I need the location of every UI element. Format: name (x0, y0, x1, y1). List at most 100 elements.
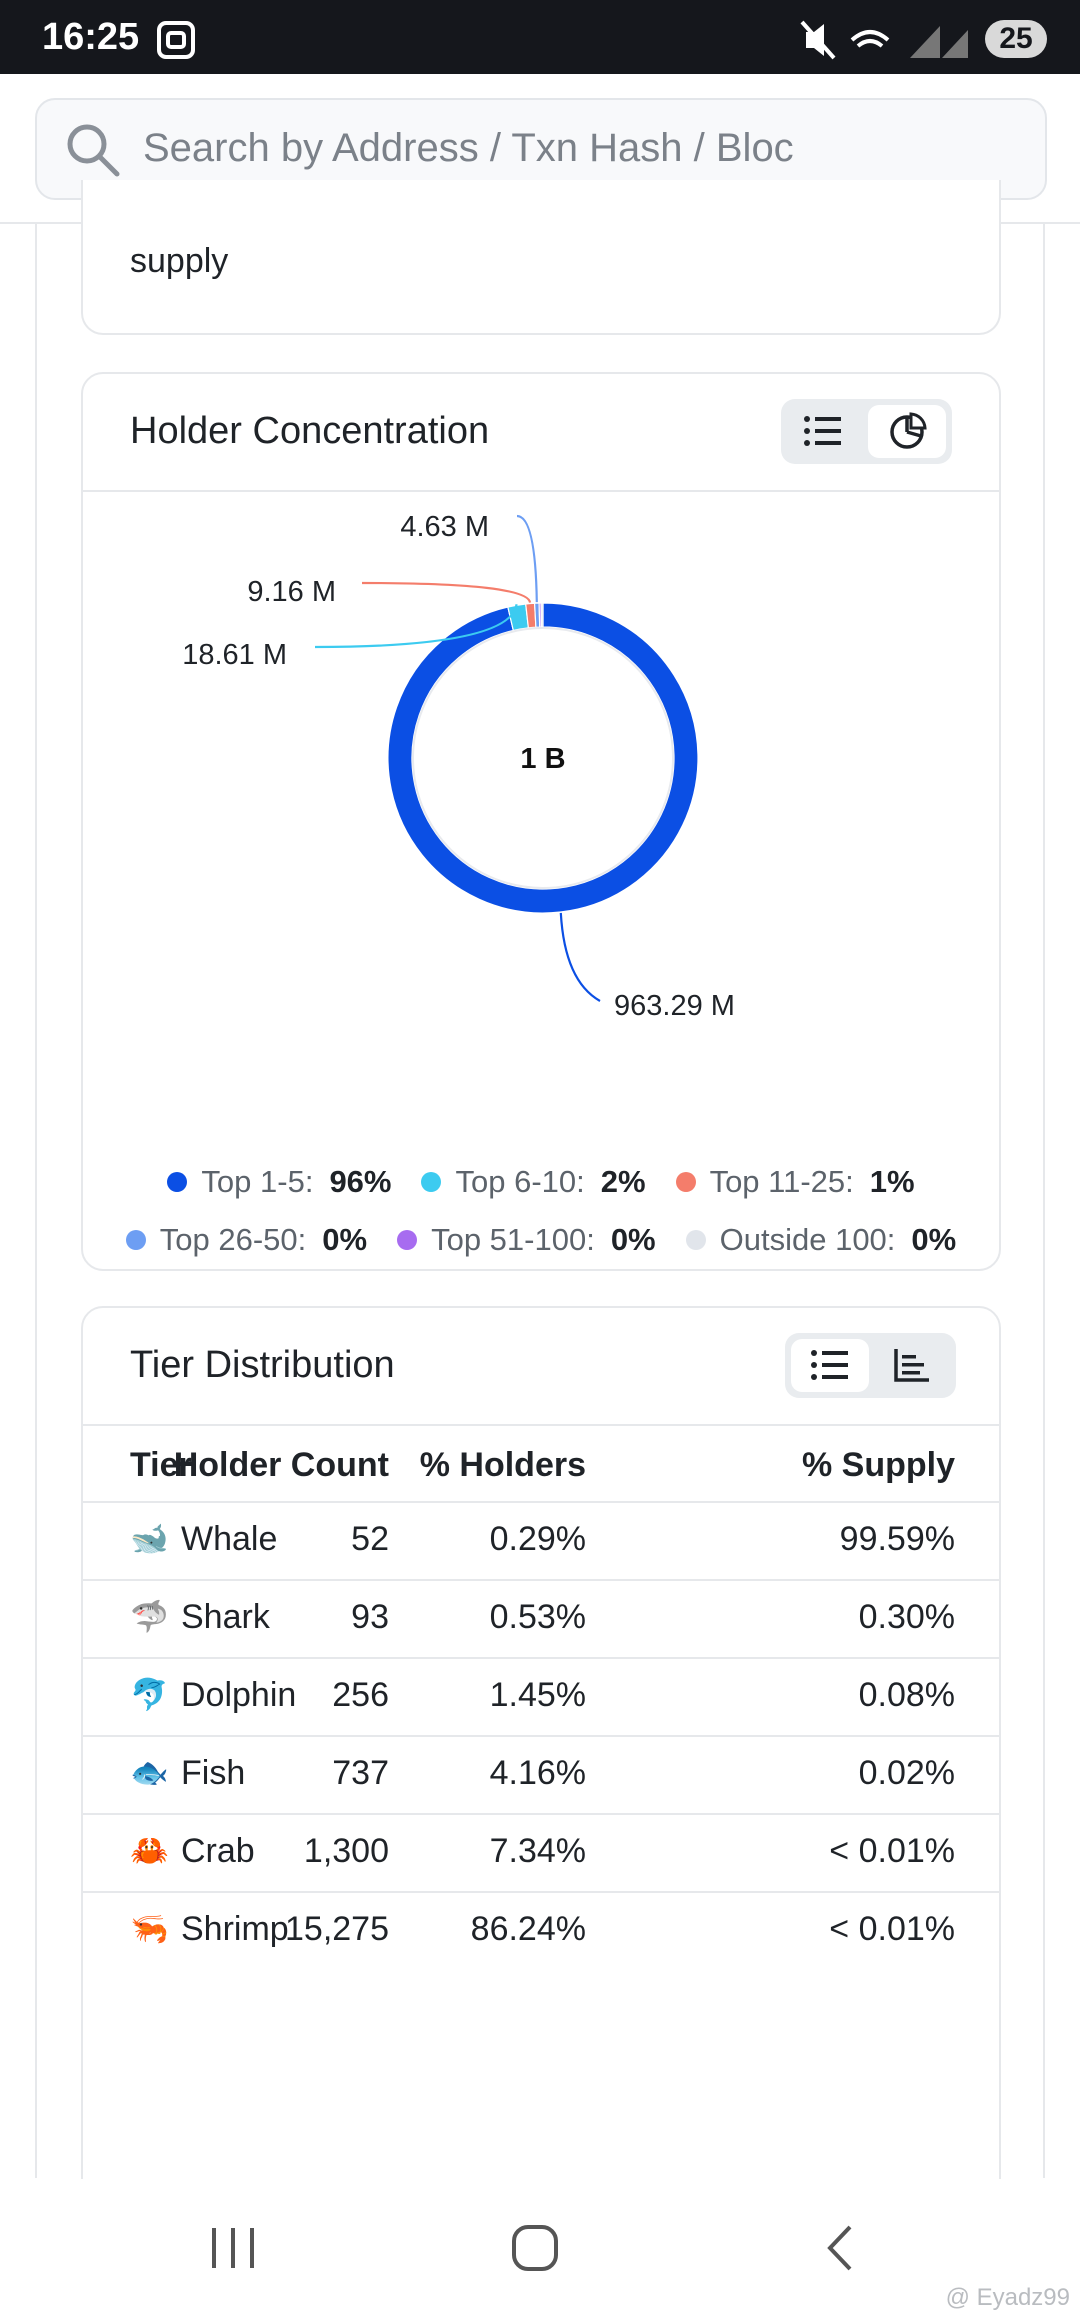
legend-item: Top 6-10: 2% (421, 1164, 646, 1200)
slice-label: 9.16 M (247, 576, 336, 608)
legend-name: Top 11-25: (709, 1164, 854, 1199)
legend-dot (421, 1172, 442, 1192)
column-header: Holder Count (173, 1446, 389, 1484)
tier-name: Fish (181, 1754, 246, 1792)
watermark: @ Eyadz99 (945, 2284, 1070, 2311)
tier-icon: 🐟 (130, 1755, 169, 1790)
battery: 25 (985, 20, 1047, 58)
cell: 737 (332, 1754, 389, 1792)
slice (540, 602, 544, 628)
row-divider (83, 1501, 999, 1503)
nav-bar: @ Eyadz99 (0, 2179, 1080, 2316)
slice-label: 963.29 M (614, 990, 735, 1022)
search-placeholder: Search by Address / Txn Hash / Bloc (143, 126, 794, 170)
bar-button[interactable] (893, 1347, 931, 1383)
holder-card: Holder Concentration 1 B 963.29 M 18.61 M 9… (81, 372, 1001, 1271)
cell: < 0.01% (829, 1832, 955, 1870)
leader-line (361, 581, 532, 603)
view-toggle (785, 1333, 956, 1398)
cell: 0.30% (858, 1598, 955, 1636)
screenshot-icon (157, 21, 195, 59)
legend-dot (675, 1172, 696, 1192)
leader-line (516, 514, 538, 603)
slice-label: 4.63 M (400, 511, 489, 543)
legend-item: Top 1-5: 96% (167, 1164, 391, 1200)
cell: 1.45% (489, 1676, 586, 1714)
cell: 99.59% (839, 1520, 955, 1558)
cell: 0.53% (489, 1598, 586, 1636)
legend-share: 2% (600, 1164, 646, 1199)
cell: 0.29% (489, 1520, 586, 1558)
legend-name: Top 26-50: (159, 1222, 307, 1257)
card-title: Tier Distribution (130, 1344, 395, 1386)
legend-item: Top 51-100: 0% (397, 1222, 656, 1258)
legend-share: 0% (610, 1222, 656, 1257)
cell: 93 (351, 1598, 389, 1636)
legend-dot (167, 1172, 188, 1192)
legend-share: 1% (869, 1164, 915, 1199)
row-divider (83, 1579, 999, 1581)
tier-icon: 🐬 (130, 1677, 169, 1712)
center-label: 1 B (520, 743, 565, 775)
card-title: Holder Concentration (130, 410, 490, 452)
legend-item: Top 11-25: 1% (675, 1164, 915, 1200)
donut-hole-edge (412, 627, 674, 889)
legend-share: 0% (911, 1222, 957, 1257)
column-header: % Holders (419, 1446, 586, 1484)
row-divider (83, 1813, 999, 1815)
tier-name: Shrimp (181, 1910, 289, 1948)
tier-name: Crab (181, 1832, 255, 1870)
divider (83, 490, 999, 492)
cell: < 0.01% (829, 1910, 955, 1948)
card-text: supply (130, 242, 229, 280)
row-divider (83, 1891, 999, 1893)
row-divider (83, 1657, 999, 1659)
slice-label: 18.61 M (182, 639, 287, 671)
legend: Top 1-5: 96% Top 6-10: 2% Top 11-25: 1% Top 26… (83, 1164, 999, 1258)
tier-card: Tier Distribution Tier Holder Count % Hold… (81, 1306, 1001, 2310)
divider (83, 1424, 999, 1426)
legend-share: 0% (322, 1222, 368, 1257)
donut-chart: 1 B 963.29 M 18.61 M 9.16 M 4.63 M (182, 511, 735, 1022)
legend-dot (685, 1230, 706, 1250)
nav-buttons (212, 2225, 852, 2271)
previous-card: supply (81, 180, 1001, 335)
cell: 7.34% (489, 1832, 586, 1870)
column-header: % Supply (801, 1446, 955, 1484)
list-button[interactable] (803, 413, 843, 449)
legend-dot (397, 1230, 418, 1250)
legend-share: 96% (329, 1164, 392, 1199)
container-border (35, 224, 37, 2178)
tier-name: Whale (181, 1520, 278, 1558)
cell: 52 (351, 1520, 389, 1558)
leader-line (559, 912, 601, 1002)
legend-dot (125, 1230, 146, 1250)
cell: 0.08% (858, 1676, 955, 1714)
legend-name: Outside 100: (719, 1222, 896, 1257)
cell: 86.24% (470, 1910, 586, 1948)
tier-table: Tier Holder Count % Holders % Supply 🐋 Whale 5… (83, 1426, 999, 2226)
legend-name: Top 1-5: (201, 1164, 314, 1199)
tier-icon: 🐋 (130, 1521, 169, 1556)
tier-icon: 🦀 (130, 1833, 169, 1868)
tier-name: Shark (181, 1598, 270, 1636)
tier-icon: 🦈 (130, 1599, 169, 1634)
tier-icon: 🦐 (130, 1911, 169, 1946)
legend-name: Top 6-10: (455, 1164, 585, 1199)
cell: 1,300 (303, 1832, 389, 1870)
tier-name: Dolphin (181, 1676, 297, 1714)
list-button[interactable] (810, 1347, 850, 1383)
status-bar: 16:25 25 (0, 0, 1080, 74)
row-divider (83, 1735, 999, 1737)
pie-button[interactable] (889, 412, 927, 450)
cell: 256 (332, 1676, 389, 1714)
status-icons (800, 20, 968, 60)
legend-item: Outside 100: 0% (685, 1222, 957, 1258)
column-header: Tier (130, 1446, 192, 1484)
legend-item: Top 26-50: 0% (125, 1222, 368, 1258)
search-icon (67, 124, 120, 177)
container-border (1043, 224, 1045, 2178)
clock: 16:25 (42, 16, 140, 58)
cell: 4.16% (489, 1754, 586, 1792)
view-toggle (781, 399, 952, 464)
